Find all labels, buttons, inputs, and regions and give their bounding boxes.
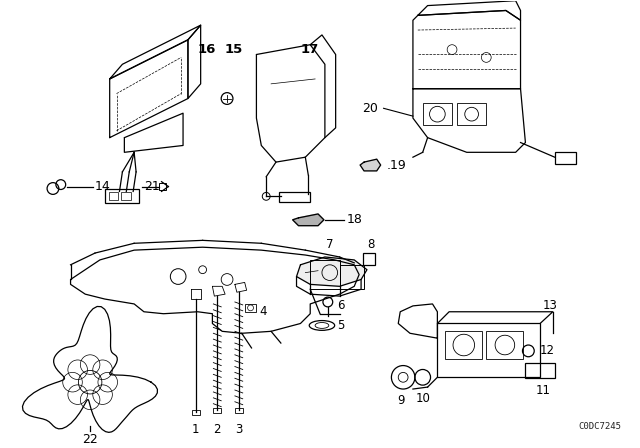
- Text: 17: 17: [300, 43, 319, 56]
- Bar: [486, 332, 524, 359]
- Bar: [437, 323, 540, 377]
- Text: 2: 2: [214, 423, 221, 436]
- Text: 3: 3: [235, 423, 243, 436]
- Text: 1: 1: [192, 423, 200, 436]
- Polygon shape: [292, 214, 324, 226]
- Bar: [235, 408, 243, 414]
- Text: 6: 6: [338, 299, 345, 312]
- Text: 16: 16: [198, 43, 216, 56]
- Bar: [310, 260, 340, 289]
- Bar: [422, 103, 452, 125]
- Bar: [457, 103, 486, 125]
- Text: 20: 20: [362, 102, 378, 115]
- Text: 15: 15: [224, 43, 243, 56]
- Text: 14: 14: [95, 180, 111, 193]
- Bar: [109, 193, 118, 200]
- Text: 22: 22: [83, 433, 98, 446]
- Bar: [445, 332, 483, 359]
- Text: 8: 8: [367, 238, 374, 251]
- Bar: [122, 193, 131, 200]
- Polygon shape: [296, 257, 367, 286]
- Bar: [192, 409, 200, 415]
- Text: 18: 18: [346, 213, 362, 226]
- Bar: [340, 265, 364, 289]
- Bar: [105, 190, 139, 203]
- Text: 11: 11: [536, 384, 550, 397]
- Bar: [555, 152, 576, 164]
- Bar: [363, 253, 375, 265]
- Text: 7: 7: [326, 238, 333, 251]
- Text: .19: .19: [387, 159, 406, 172]
- Bar: [159, 183, 166, 190]
- Text: 4: 4: [259, 305, 267, 318]
- Text: 5: 5: [338, 319, 345, 332]
- Text: 12: 12: [540, 345, 555, 358]
- Bar: [279, 193, 310, 202]
- Bar: [213, 408, 221, 414]
- Polygon shape: [360, 159, 381, 171]
- Text: 13: 13: [543, 299, 558, 312]
- Text: 10: 10: [415, 392, 430, 405]
- Text: C0DC7245: C0DC7245: [579, 422, 621, 431]
- Text: 21: 21: [144, 180, 159, 193]
- Bar: [525, 362, 555, 378]
- Bar: [244, 304, 257, 312]
- Text: 9: 9: [397, 394, 405, 407]
